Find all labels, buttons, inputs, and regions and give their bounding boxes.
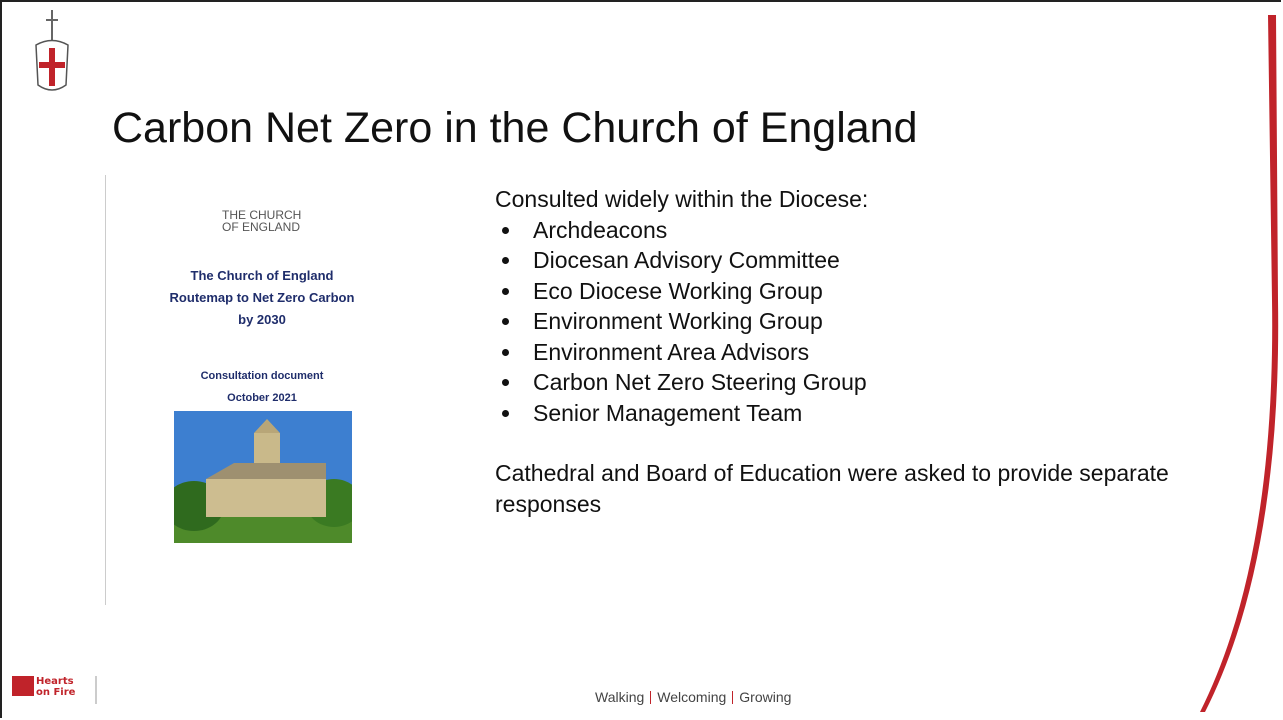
cover-heading-line: Routemap to Net Zero Carbon	[106, 287, 418, 309]
bullet-item: Senior Management Team	[523, 398, 1255, 429]
document-cover: THE CHURCH OF ENGLAND The Church of Engl…	[105, 175, 418, 605]
tagline-word: Welcoming	[657, 689, 726, 705]
separator	[650, 691, 651, 704]
hof-line: on Fire	[36, 687, 75, 698]
bullet-item: Eco Diocese Working Group	[523, 276, 1255, 307]
cover-logo-line: OF ENGLAND	[196, 221, 301, 233]
cover-subheading: Consultation document October 2021	[106, 365, 418, 409]
slide-title: Carbon Net Zero in the Church of England	[112, 104, 918, 153]
cover-heading-line: The Church of England	[106, 265, 418, 287]
cover-heading: The Church of England Routemap to Net Ze…	[106, 265, 418, 331]
slide: Carbon Net Zero in the Church of England…	[0, 0, 1283, 720]
cover-heading-line: by 2030	[106, 309, 418, 331]
bullet-item: Environment Working Group	[523, 306, 1255, 337]
bullet-item: Archdeacons	[523, 215, 1255, 246]
bullet-list: ArchdeaconsDiocesan Advisory CommitteeEc…	[495, 215, 1255, 429]
closing: Cathedral and Board of Education were as…	[495, 458, 1235, 519]
tagline-word: Walking	[595, 689, 644, 705]
church-photo	[174, 411, 352, 543]
hof-text: Hearts on Fire	[36, 676, 75, 698]
hof-line: Hearts	[36, 676, 75, 687]
tagline-word: Growing	[739, 689, 791, 705]
intro: Consulted widely within the Diocese:	[495, 184, 1255, 215]
cover-subheading-line: October 2021	[106, 387, 418, 409]
bullet-item: Environment Area Advisors	[523, 337, 1255, 368]
body-text: Consulted widely within the Diocese: Arc…	[495, 184, 1255, 519]
bullet-item: Diocesan Advisory Committee	[523, 245, 1255, 276]
footer-tagline: Walking Welcoming Growing	[595, 689, 791, 705]
bullet-item: Carbon Net Zero Steering Group	[523, 367, 1255, 398]
diocese-crest	[36, 10, 68, 90]
cover-subheading-line: Consultation document	[106, 365, 418, 387]
cover-logo: THE CHURCH OF ENGLAND	[196, 209, 301, 233]
separator	[732, 691, 733, 704]
